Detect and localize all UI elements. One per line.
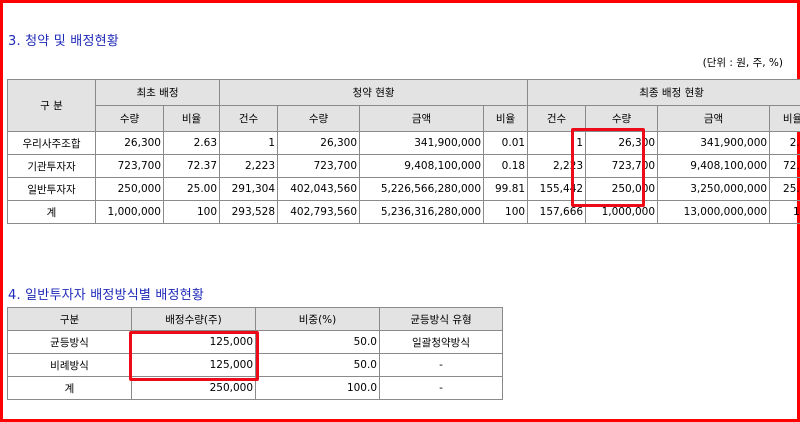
- table-row: 비례방식 125,000 50.0 -: [7, 353, 503, 377]
- row-label: 기관투자자: [7, 154, 96, 178]
- sub-amount-cell: 5,226,566,280,000: [359, 177, 485, 201]
- sub-amount-cell: 341,900,000: [359, 131, 485, 155]
- header-init-qty: 수량: [95, 105, 164, 132]
- sub-ratio-cell: 0.01: [483, 131, 529, 155]
- row-label: 균등방식: [7, 330, 132, 354]
- table-row: 기관투자자 723,700 72.37 2,223 723,700 9,408,…: [7, 154, 800, 178]
- table-row: 균등방식 125,000 50.0 일괄청약방식: [7, 330, 503, 354]
- header-equal-type: 균등방식 유형: [379, 307, 503, 331]
- fin-ratio-cell: 72.37: [769, 154, 800, 178]
- row-label: 계: [7, 200, 96, 224]
- init-ratio-cell: 100: [162, 200, 221, 224]
- sub-ratio-cell: 99.81: [483, 177, 529, 201]
- fin-amount-cell: 13,000,000,000: [657, 200, 771, 224]
- header-category: 구분: [7, 307, 132, 331]
- sub-amount-cell: 9,408,100,000: [359, 154, 485, 178]
- table-row: 우리사주조합 26,300 2.63 1 26,300 341,900,000 …: [7, 131, 800, 155]
- sub-count-cell: 293,528: [219, 200, 279, 224]
- final-qty-highlight-box: [571, 128, 645, 207]
- header-sub-amount: 금액: [359, 105, 485, 132]
- sub-amount-cell: 5,236,316,280,000: [359, 200, 485, 224]
- fin-amount-cell: 3,250,000,000: [657, 177, 771, 201]
- weight-cell: 50.0: [255, 353, 380, 377]
- header-sub-ratio: 비율: [483, 105, 529, 132]
- fin-amount-cell: 9,408,100,000: [657, 154, 771, 178]
- alloc-qty-highlight-box: [129, 331, 259, 381]
- header-final-allocation: 최종 배정 현황: [527, 79, 800, 106]
- header-sub-qty: 수량: [277, 105, 361, 132]
- sub-qty-cell: 26,300: [277, 131, 361, 155]
- sub-ratio-cell: 100: [483, 200, 529, 224]
- init-qty-cell: 723,700: [95, 154, 164, 178]
- weight-cell: 100.0: [255, 376, 380, 400]
- weight-cell: 50.0: [255, 330, 380, 354]
- table-row-total: 계 1,000,000 100 293,528 402,793,560 5,23…: [7, 200, 800, 224]
- header-initial-allocation: 최초 배정: [94, 79, 221, 106]
- fin-count-cell: 155,442: [527, 177, 587, 201]
- equal-type-cell: -: [379, 376, 503, 400]
- allocation-status-table: 구 분 최초 배정 청약 현황 최종 배정 현황 수량 비율 건수 수량 금액 …: [7, 79, 800, 224]
- row-label: 일반투자자: [7, 177, 96, 201]
- init-ratio-cell: 2.63: [162, 131, 221, 155]
- header-fin-amount: 금액: [657, 105, 771, 132]
- sub-qty-cell: 402,793,560: [277, 200, 361, 224]
- fin-qty-cell: 1,000,000: [585, 200, 659, 224]
- header-sub-count: 건수: [219, 105, 279, 132]
- section3-title: 3. 청약 및 배정현황: [8, 34, 119, 49]
- equal-type-cell: 일괄청약방식: [379, 330, 503, 354]
- sub-qty-cell: 723,700: [277, 154, 361, 178]
- sub-count-cell: 1: [219, 131, 279, 155]
- fin-ratio-cell: 100: [769, 200, 800, 224]
- init-ratio-cell: 72.37: [162, 154, 221, 178]
- sub-count-cell: 2,223: [219, 154, 279, 178]
- row-label: 계: [7, 376, 132, 400]
- header-weight: 비중(%): [255, 307, 380, 331]
- init-qty-cell: 250,000: [95, 177, 164, 201]
- alloc-qty-cell: 125,000: [131, 353, 256, 377]
- init-qty-cell: 1,000,000: [95, 200, 164, 224]
- fin-ratio-cell: 2.63: [769, 131, 800, 155]
- init-qty-cell: 26,300: [95, 131, 164, 155]
- header-category: 구 분: [7, 79, 96, 132]
- sub-ratio-cell: 0.18: [483, 154, 529, 178]
- header-subscription-status: 청약 현황: [219, 79, 529, 106]
- sub-qty-cell: 402,043,560: [277, 177, 361, 201]
- header-alloc-qty: 배정수량(주): [131, 307, 256, 331]
- row-label: 비례방식: [7, 353, 132, 377]
- unit-label: (단위 : 원, 주, %): [702, 57, 783, 69]
- header-init-ratio: 비율: [162, 105, 221, 132]
- init-ratio-cell: 25.00: [162, 177, 221, 201]
- fin-amount-cell: 341,900,000: [657, 131, 771, 155]
- section4-title: 4. 일반투자자 배정방식별 배정현황: [8, 288, 205, 303]
- sub-count-cell: 291,304: [219, 177, 279, 201]
- row-label: 우리사주조합: [7, 131, 96, 155]
- equal-type-cell: -: [379, 353, 503, 377]
- table-row: 일반투자자 250,000 25.00 291,304 402,043,560 …: [7, 177, 800, 201]
- fin-ratio-cell: 25.00: [769, 177, 800, 201]
- header-fin-ratio: 비율: [769, 105, 800, 132]
- retail-allocation-method-table: 구분 배정수량(주) 비중(%) 균등방식 유형 균등방식 125,000 50…: [7, 307, 503, 400]
